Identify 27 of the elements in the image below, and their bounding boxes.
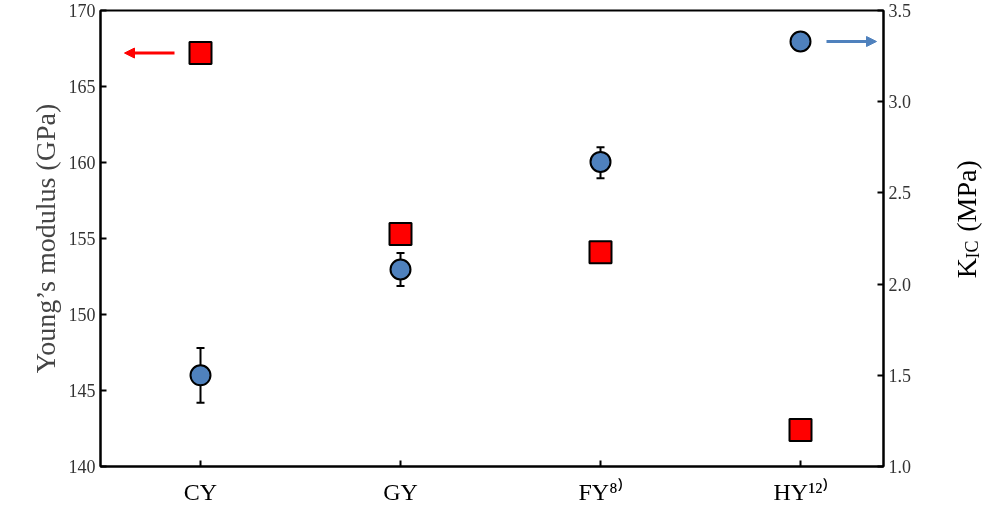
point	[588, 240, 613, 265]
y2-tick-label: 3.5	[888, 1, 911, 21]
point	[789, 30, 812, 53]
x-tick-label: CY	[183, 478, 218, 505]
y2-tick-label: 1.5	[888, 365, 911, 386]
y2-axis-title: KIC (MPa)	[951, 160, 983, 279]
y-tick-label: 170	[68, 1, 96, 21]
y-tick-label: 140	[68, 457, 96, 477]
point	[188, 41, 213, 66]
point	[389, 258, 412, 281]
y-tick-label: 165	[68, 77, 96, 97]
y2-tick-label: 1.0	[888, 457, 911, 477]
y2-tick-label: 2.0	[888, 274, 911, 295]
y-tick-label: 155	[68, 229, 96, 249]
x-tick-label: GY	[383, 478, 418, 505]
point	[388, 221, 413, 246]
point	[788, 418, 813, 443]
point	[189, 364, 212, 387]
y-tick-label: 145	[68, 381, 96, 401]
x-tick-label: FY⁸⁾	[578, 477, 623, 505]
x-tick-label: HY¹²⁾	[773, 477, 828, 505]
y-tick-label: 150	[68, 305, 96, 325]
y-axis-title: Young’s modulus (GPa)	[29, 103, 61, 374]
y2-tick-label: 3.0	[888, 92, 911, 113]
y2-tick-label: 2.5	[888, 183, 911, 204]
y-tick-label: 160	[68, 153, 96, 173]
point	[589, 150, 612, 173]
